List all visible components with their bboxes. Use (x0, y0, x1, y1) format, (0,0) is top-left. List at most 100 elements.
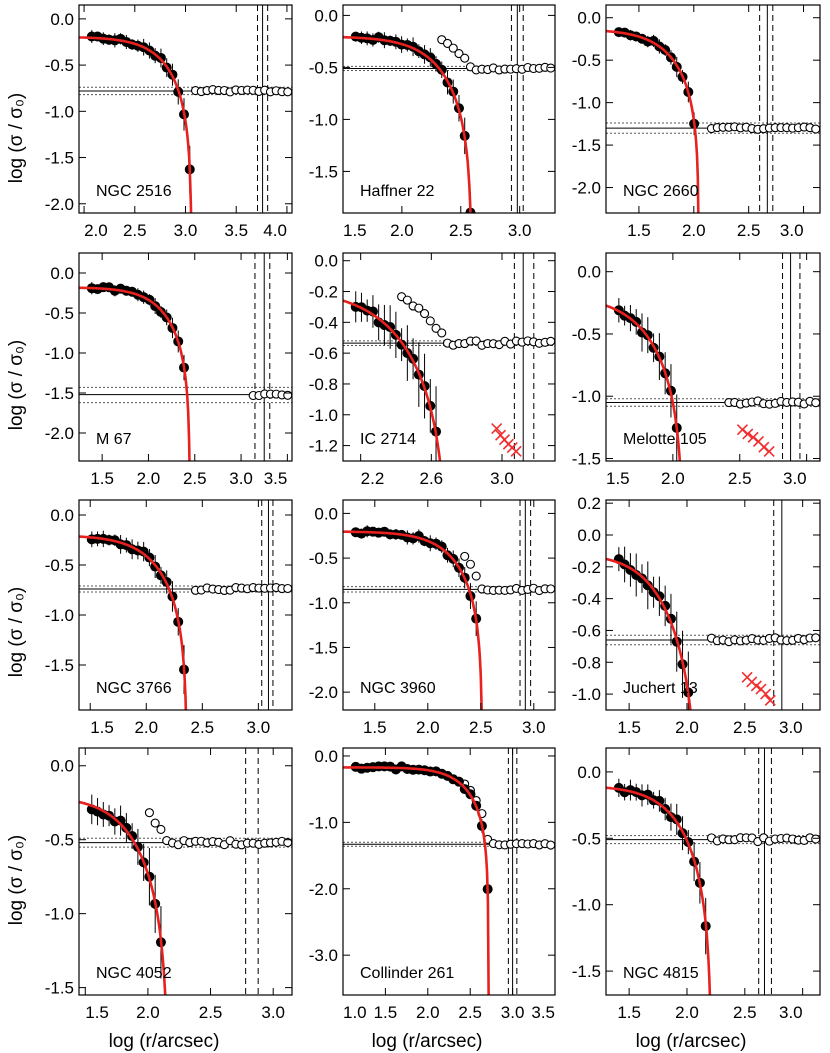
cluster-name: NGC 2660 (623, 183, 699, 200)
observed-profile-point (546, 584, 555, 594)
observed-profile-point (546, 63, 555, 73)
x-tick-label: 2.0 (675, 1003, 699, 1022)
king-profile-fit-curve (343, 35, 472, 213)
observed-profile-point (283, 87, 292, 97)
king-profile-fit-curve (79, 800, 167, 995)
y-tick-label: -1.0 (572, 896, 601, 915)
x-tick-label: 3.0 (247, 718, 271, 737)
x-tick-label: 2.0 (137, 469, 161, 488)
panels: 2.0 2.5 3.0 3.5 4.0 0.0 -0.5 -1.0 -1.5 -2.0 NGC 25… (45, 4, 821, 1022)
y-tick-label: -2.0 (45, 424, 74, 443)
y-tick-label: -0.2 (572, 558, 601, 577)
observed-profile-point (150, 818, 160, 828)
x-tick-label: 3.0 (783, 469, 807, 488)
x-tick-label: 2.0 (661, 469, 685, 488)
cluster-name: M 67 (96, 431, 132, 448)
x-tick-label: 2.0 (390, 221, 414, 240)
observed-profile-point (414, 303, 424, 313)
x-tick-label: 2.5 (190, 718, 214, 737)
x-tick-label: 2.5 (458, 1003, 482, 1022)
x-tick-label: 2.0 (84, 221, 108, 240)
plot-frame (342, 499, 556, 711)
y-tick-label: -1.0 (309, 594, 338, 613)
king-profile-fit-curve (606, 557, 692, 710)
y-tick-label: 0.2 (577, 494, 601, 513)
y-tick-label: -0.4 (572, 590, 601, 609)
y-tick-label: 0.0 (577, 9, 601, 28)
panel-11: 1.0 1.5 2.0 2.5 3.0 3.5 0.0 -1.0 -2.0 -3.0 Collind… (309, 747, 556, 1022)
plot-frame (342, 747, 556, 996)
y-tick-label: -0.5 (309, 58, 338, 77)
x-tick-label: 2.0 (675, 718, 699, 737)
cluster-name: NGC 4815 (623, 965, 699, 982)
panel-10: 1.5 2.0 2.5 3.0 0.0 -0.5 -1.0 -1.5 NGC 4052 (45, 747, 293, 1022)
observed-profile-point (431, 323, 441, 333)
x-tick-label: 3.0 (490, 469, 514, 488)
y-tick-label: -0.5 (572, 325, 601, 344)
observed-profile-point (156, 824, 166, 834)
x-tick-label: 2.5 (737, 221, 761, 240)
panel-5: 2.2 2.6 3.0 0.0 -0.2 -0.4 -0.6 -0.8 -1.0 -1.2 IC 2… (309, 252, 556, 488)
plot-frame (78, 499, 293, 711)
x-tick-label: 4.0 (263, 221, 287, 240)
y-tick-label: -1.0 (572, 94, 601, 113)
y-tick-label: -1.5 (45, 384, 74, 403)
x-tick-label: 2.5 (123, 221, 147, 240)
observed-profile-point (283, 390, 292, 400)
y-tick-label: -1.0 (45, 606, 74, 625)
panel-4: 1.5 2.0 2.5 3.0 3.5 0.0 -0.5 -1.0 -1.5 -2.0 M 67 (45, 252, 293, 488)
observed-profile-point (465, 559, 475, 569)
x-tick-label: 2.0 (682, 221, 706, 240)
king-profile-fit-curve (606, 304, 682, 461)
x-tick-label: 1.5 (617, 1003, 641, 1022)
plot-frame (78, 747, 293, 996)
y-tick-label: 0.0 (50, 757, 74, 776)
x-tick-label: 1.5 (90, 718, 114, 737)
observed-profile-point (546, 840, 555, 850)
plot-area (79, 5, 292, 213)
y-tick-label: -2.0 (572, 179, 601, 198)
cluster-name: NGC 3766 (96, 680, 172, 697)
y-tick-label: -1.0 (45, 102, 74, 121)
observed-profile-point (811, 834, 820, 844)
observed-profile-point (442, 38, 453, 48)
y-tick-label: -1.5 (45, 656, 74, 675)
king-profile-fit-curve (606, 786, 712, 995)
king-profile-fit-curve (343, 766, 490, 995)
y-tick-label: 0.0 (50, 10, 74, 29)
y-tick-label: -1.5 (572, 962, 601, 981)
x-tick-label: 1.5 (363, 718, 387, 737)
x-tick-label: 1.5 (374, 1003, 398, 1022)
x-tick-label: 3.0 (522, 718, 546, 737)
plot-frame (78, 252, 293, 462)
y-tick-label: -1.5 (45, 979, 74, 998)
plot-frame (605, 4, 821, 214)
observed-profile-point (283, 583, 292, 594)
excluded-point-cross (747, 431, 759, 443)
observed-profile-point (546, 336, 555, 346)
king-profile-fit-curve (79, 286, 191, 461)
panel-3: 1.5 2.0 2.5 3.0 0.0 -0.5 -1.0 -1.5 -2.0 NGC 2660 (572, 4, 821, 240)
excluded-point-cross (760, 688, 772, 700)
y-tick-label: -1.5 (45, 149, 74, 168)
x-tick-label: 3.0 (174, 221, 198, 240)
king-profile-fit-curve (79, 36, 193, 213)
y-axis-title-row-3: log (σ / σ₀) (6, 587, 27, 677)
plot-area (343, 500, 555, 710)
x-tick-label: 2.5 (449, 221, 473, 240)
y-tick-label: -2.0 (309, 683, 338, 702)
plot-area (606, 5, 820, 213)
y-tick-label: -1.0 (309, 813, 338, 832)
y-tick-label: 0.0 (314, 504, 338, 523)
x-tick-label: 3.0 (501, 1003, 525, 1022)
panel-8: 1.5 2.0 2.5 3.0 0.0 -0.5 -1.0 -1.5 -2.0 NGC 3960 (309, 499, 556, 737)
y-tick-label: 0.0 (314, 6, 338, 25)
y-tick-label: 0.0 (314, 252, 338, 271)
x-tick-label: 2.5 (469, 718, 493, 737)
y-tick-label: -0.5 (45, 56, 74, 75)
x-axis-title-col-2: log (r/arcsec) (372, 1031, 483, 1052)
y-tick-label: -0.5 (45, 556, 74, 575)
x-tick-label: 1.5 (90, 469, 114, 488)
x-tick-label: 2.0 (134, 718, 158, 737)
x-tick-label: 1.5 (85, 1003, 109, 1022)
